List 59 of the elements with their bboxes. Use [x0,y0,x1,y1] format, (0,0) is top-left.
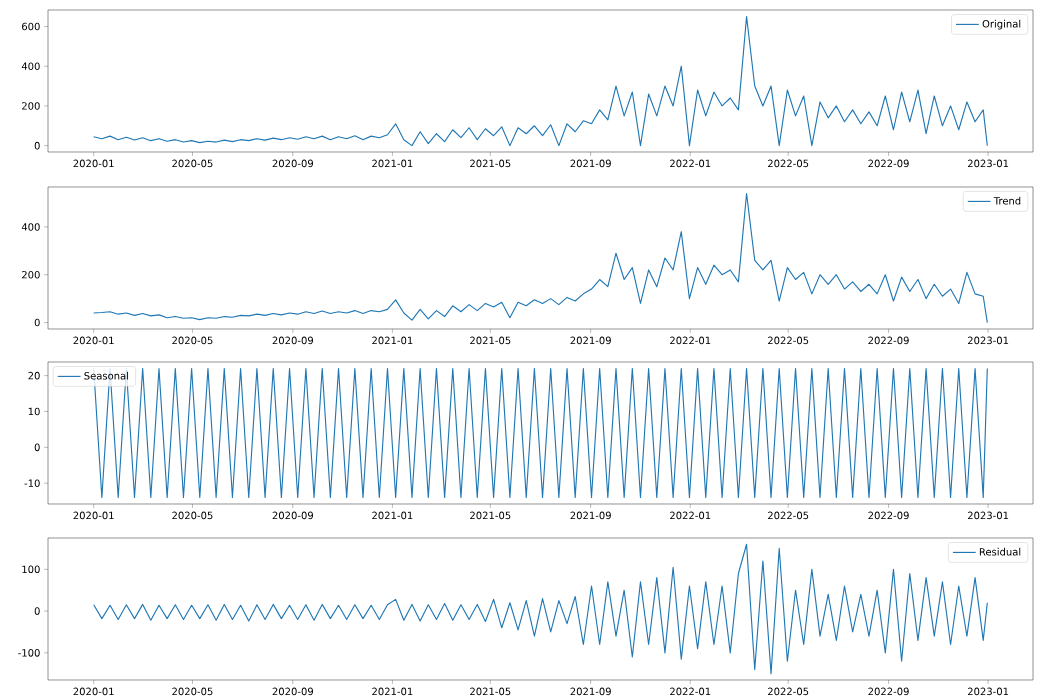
y-tick-label: 400 [21,62,40,70]
line-series [93,192,988,324]
legend-label: Seasonal [84,371,129,380]
x-tick-label: 2021-09 [570,687,611,696]
legend-label: Original [982,19,1021,30]
y-tick-label: 200 [22,102,40,110]
x-tick-label: 2023-01 [967,159,1009,168]
x-tick-label: 2020-01 [73,511,114,520]
x-tick-label: 2022-09 [868,159,909,168]
y-tick-label: 400 [21,223,40,231]
x-tick-label: 2021-01 [372,336,413,345]
x-tick-label: 2021-01 [372,159,413,168]
x-tick-label: 2022-01 [670,159,711,168]
x-tick-label: 2022-05 [768,159,809,168]
y-tick-label: 0 [34,443,40,452]
x-tick-label: 2020-05 [172,511,213,520]
legend-label: Trend [993,196,1021,205]
x-tick-label: 2022-01 [670,511,711,520]
x-tick-label: 2022-09 [868,511,909,520]
x-tick-label: 2022-09 [868,336,909,345]
y-tick-label: 20 [28,371,40,380]
x-tick-label: 2022-01 [670,687,711,696]
x-tick-label: 2020-01 [73,687,114,696]
x-tick-label: 2023-01 [967,336,1009,345]
x-tick-label: 2021-01 [372,687,413,696]
x-tick-label: 2021-09 [570,159,611,168]
x-tick-label: 2020-09 [272,159,314,168]
x-tick-label: 2021-01 [372,511,413,520]
x-tick-label: 2022-09 [868,687,909,696]
x-tick-label: 2022-05 [768,336,809,345]
x-tick-label: 2021-09 [570,336,611,345]
x-tick-label: 2023-01 [967,687,1009,696]
x-tick-label: 2022-05 [768,687,809,696]
y-tick-label: -10 [24,479,40,487]
x-tick-label: 2020-05 [172,336,213,345]
y-tick-label: -100 [18,649,40,657]
x-tick-label: 2020-09 [272,511,314,520]
x-tick-label: 2021-05 [470,159,511,168]
y-tick-label: 0 [34,607,40,615]
y-tick-label: 200 [22,270,40,279]
x-tick-label: 2020-05 [172,687,213,696]
y-tick-label: 0 [34,141,40,150]
x-tick-label: 2020-09 [272,336,314,345]
x-tick-label: 2020-09 [272,687,314,696]
y-tick-label: 0 [34,318,40,327]
legend-label: Residual [979,547,1021,556]
x-tick-label: 2021-05 [470,687,511,696]
y-tick-label: 600 [22,22,40,31]
x-tick-label: 2020-01 [73,159,114,168]
x-tick-label: 2020-05 [172,159,213,168]
y-tick-label: 10 [28,407,40,416]
y-tick-label: 100 [22,565,40,574]
x-tick-label: 2021-05 [470,511,511,520]
x-tick-label: 2023-01 [967,511,1009,520]
x-tick-label: 2022-05 [768,511,809,520]
x-tick-label: 2021-05 [470,336,511,345]
x-tick-label: 2021-09 [570,511,611,520]
x-tick-label: 2020-01 [73,336,114,345]
x-tick-label: 2022-01 [670,336,711,345]
